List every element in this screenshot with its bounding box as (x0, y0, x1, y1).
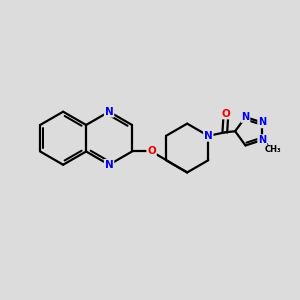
Text: CH₃: CH₃ (264, 145, 281, 154)
Text: N: N (105, 160, 113, 170)
Text: N: N (105, 107, 113, 117)
Text: N: N (258, 135, 266, 145)
Text: O: O (147, 146, 156, 157)
Text: N: N (204, 131, 213, 141)
Text: N: N (258, 118, 266, 128)
Text: N: N (242, 112, 250, 122)
Text: O: O (222, 109, 230, 118)
